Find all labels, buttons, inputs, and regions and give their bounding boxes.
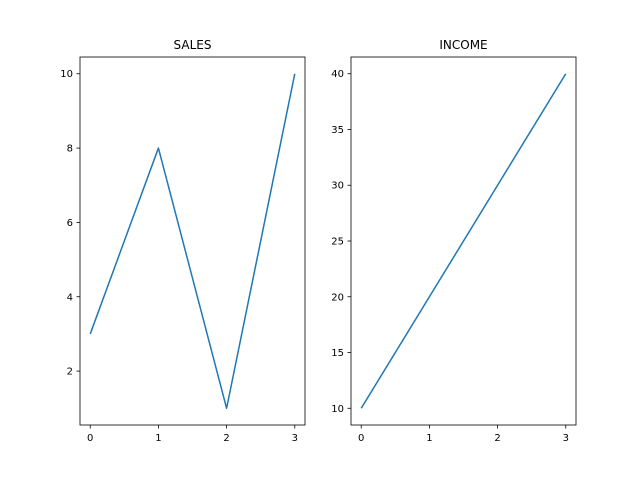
x-tick-label: 1 xyxy=(155,433,161,444)
y-tick-label: 6 xyxy=(67,218,73,229)
y-tick-label: 20 xyxy=(331,292,344,303)
y-tick-label: 2 xyxy=(67,367,73,378)
y-tick-label: 10 xyxy=(331,404,344,415)
subplot-1: INCOME 0 1 2 3 10 15 20 25 30 35 40 xyxy=(331,38,577,444)
series-line xyxy=(360,73,567,409)
axes-frame xyxy=(79,56,306,426)
y-tick-label: 35 xyxy=(331,125,344,136)
chart-title: INCOME xyxy=(439,38,487,52)
x-tick-label: 0 xyxy=(87,433,93,444)
y-tick-label: 25 xyxy=(331,237,344,248)
series-line xyxy=(89,73,296,410)
y-tick-label: 10 xyxy=(60,69,73,80)
y-tick-label: 40 xyxy=(331,69,344,80)
chart-title: SALES xyxy=(174,38,212,52)
y-tick-label: 8 xyxy=(67,144,73,155)
x-tick-label: 3 xyxy=(563,433,569,444)
y-tick-label: 4 xyxy=(67,292,73,303)
y-tick-label: 30 xyxy=(331,181,344,192)
x-tick-label: 1 xyxy=(426,433,432,444)
x-tick-label: 2 xyxy=(494,433,500,444)
x-tick-label: 0 xyxy=(358,433,364,444)
x-tick-label: 3 xyxy=(292,433,298,444)
x-tick-label: 2 xyxy=(223,433,229,444)
subplot-0: SALES 0 1 2 3 2 4 6 8 10 xyxy=(60,38,306,444)
y-tick-label: 15 xyxy=(331,348,344,359)
